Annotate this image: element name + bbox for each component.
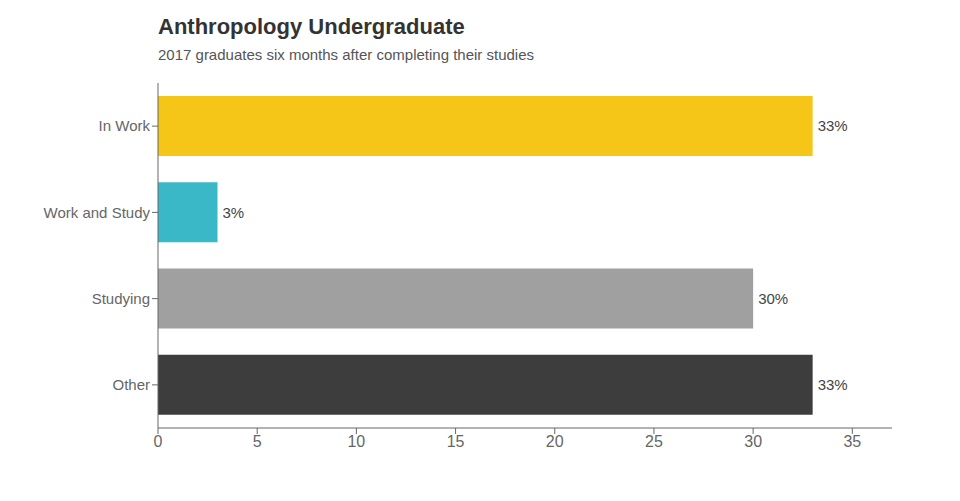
svg-text:Other: Other	[112, 376, 150, 393]
svg-text:35: 35	[843, 433, 861, 450]
svg-text:33%: 33%	[818, 117, 848, 134]
svg-text:25: 25	[645, 433, 663, 450]
svg-text:20: 20	[546, 433, 564, 450]
svg-text:5: 5	[253, 433, 262, 450]
svg-text:In Work: In Work	[99, 117, 151, 134]
svg-text:15: 15	[447, 433, 465, 450]
svg-text:30%: 30%	[758, 290, 788, 307]
svg-text:Work and Study: Work and Study	[44, 204, 151, 221]
svg-text:0: 0	[154, 433, 163, 450]
svg-text:Studying: Studying	[92, 290, 150, 307]
html-text:2017 graduates six months afte: 2017 graduates six months after completi…	[158, 46, 534, 63]
html-text:Anthropology Undergraduate: Anthropology Undergraduate	[158, 14, 465, 39]
svg-text:10: 10	[347, 433, 365, 450]
svg-text:3%: 3%	[223, 204, 245, 221]
svg-text:33%: 33%	[818, 376, 848, 393]
svg-text:30: 30	[744, 433, 762, 450]
